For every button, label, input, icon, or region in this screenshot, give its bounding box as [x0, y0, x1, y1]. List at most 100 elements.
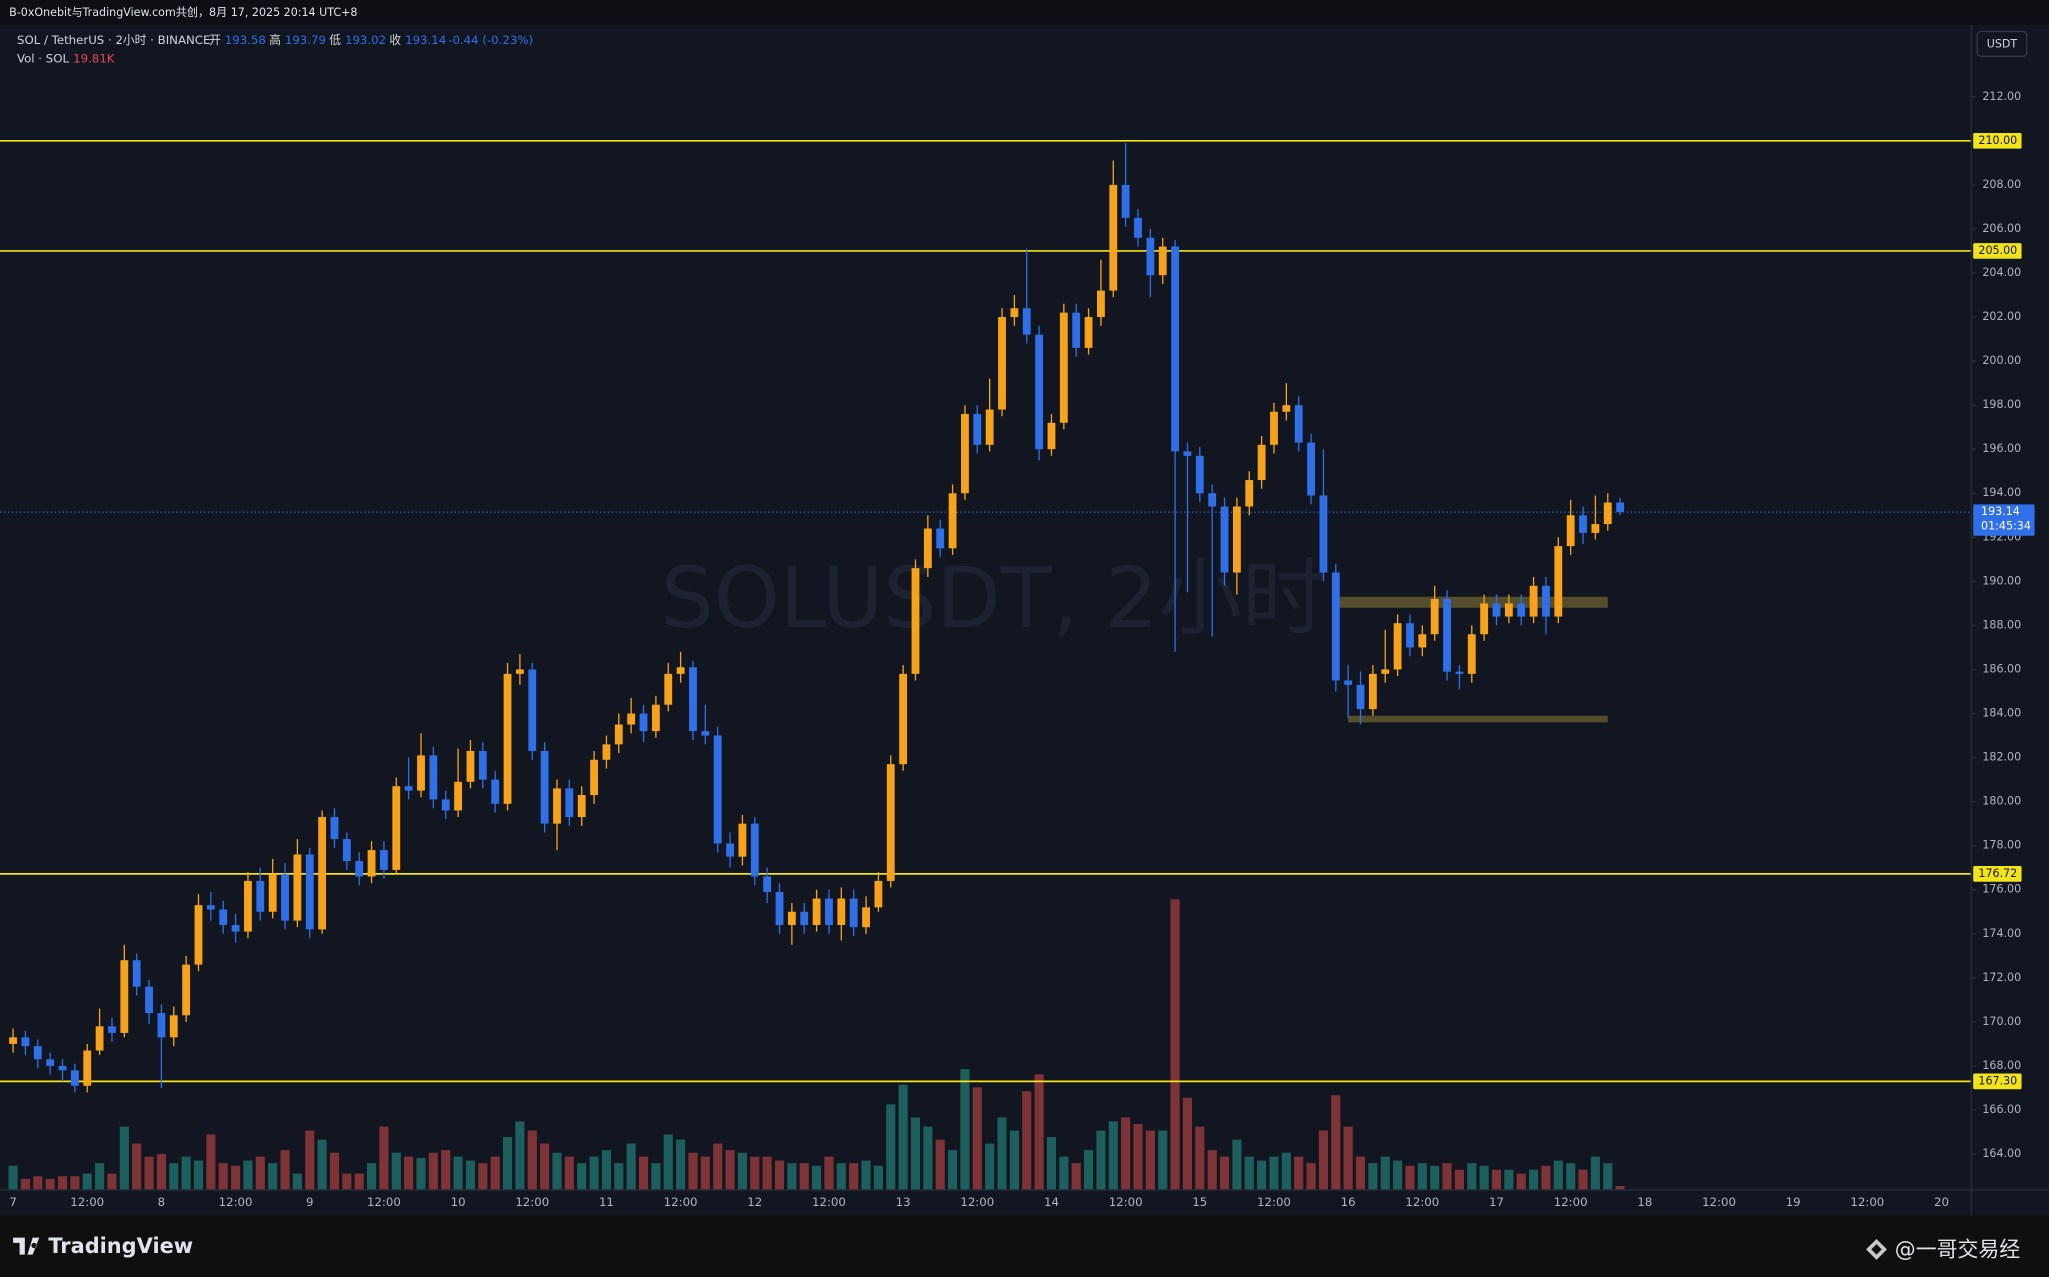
volume-bar — [1405, 1165, 1415, 1190]
candle-body — [1208, 493, 1217, 507]
candle-body — [1344, 680, 1353, 685]
candle-body — [108, 1026, 116, 1033]
y-tick-label: 178.00 — [1982, 839, 2021, 852]
volume-bar — [20, 1178, 31, 1190]
volume-bar — [1578, 1169, 1588, 1190]
candle-body — [46, 1059, 55, 1066]
candle-body — [948, 493, 957, 549]
candle-body — [726, 843, 734, 857]
volume-bar — [1182, 1097, 1193, 1190]
candle-body — [1220, 506, 1229, 573]
candle-body — [973, 413, 982, 445]
volume-bar — [45, 1178, 55, 1190]
candle-body — [1257, 444, 1266, 481]
candle-body — [33, 1046, 42, 1060]
y-tick-label: 200.00 — [1982, 354, 2021, 367]
candle-body — [862, 907, 870, 928]
hline-axis-box — [1973, 243, 2022, 259]
volume-bar — [985, 1143, 995, 1190]
candle-body — [1319, 495, 1328, 573]
volume-bar — [33, 1176, 43, 1190]
volume-bar — [972, 1087, 982, 1190]
price-zone — [1335, 596, 1608, 608]
candle-body — [775, 891, 784, 925]
volume-bar — [1219, 1156, 1230, 1190]
volume-bar — [515, 1121, 525, 1190]
volume-bar — [713, 1143, 723, 1190]
candle-body — [355, 861, 364, 877]
candle-body — [330, 817, 339, 840]
candle-body — [244, 880, 252, 932]
candle-body — [1492, 603, 1501, 617]
x-tick-label: 18 — [1637, 1195, 1652, 1209]
volume-bar — [1281, 1152, 1291, 1190]
candle-body — [1381, 669, 1390, 674]
volume-bar — [1034, 1074, 1044, 1190]
currency-button[interactable] — [1976, 30, 2028, 57]
candle-body — [169, 1015, 178, 1038]
candle-body — [1517, 603, 1526, 617]
volume-bar — [1269, 1156, 1279, 1190]
volume-bar — [156, 1154, 166, 1190]
volume-bar — [119, 1126, 129, 1190]
candle-body — [787, 911, 796, 925]
volume-bar — [1294, 1156, 1304, 1190]
last-price-label: 193.14 — [1981, 505, 2020, 518]
volume-bar — [70, 1176, 80, 1190]
candle-body — [194, 905, 203, 965]
price-zone — [1348, 715, 1608, 723]
candle-body — [763, 876, 772, 892]
x-tick-label: 19 — [1786, 1195, 1801, 1209]
x-tick-label: 12:00 — [1257, 1195, 1291, 1209]
candle-body — [936, 528, 945, 549]
volume-bar — [1442, 1163, 1452, 1190]
volume-title: Vol · SOL — [17, 51, 69, 65]
volume-bar — [342, 1173, 352, 1190]
candle-body — [1579, 515, 1587, 533]
x-tick-label: 13 — [896, 1195, 911, 1209]
y-tick-label: 202.00 — [1982, 310, 2021, 323]
volume-bar — [688, 1152, 698, 1190]
y-tick-label: 174.00 — [1982, 927, 2021, 940]
y-tick-label: 166.00 — [1982, 1103, 2021, 1116]
y-tick-label: 204.00 — [1982, 266, 2021, 279]
volume-bar — [540, 1143, 550, 1190]
volume-bar — [836, 1163, 846, 1190]
candle-body — [1270, 411, 1278, 445]
volume-bar — [1454, 1169, 1464, 1190]
candle-body — [1232, 506, 1241, 573]
candle-body — [627, 713, 636, 725]
volume-bar — [626, 1143, 636, 1190]
x-tick-label: 16 — [1341, 1195, 1356, 1209]
volume-bar — [1022, 1091, 1032, 1190]
candle-body — [1096, 290, 1105, 318]
volume-bar — [1504, 1169, 1514, 1190]
volume-bar — [577, 1163, 587, 1190]
volume-bar — [502, 1137, 513, 1190]
volume-bar — [1096, 1130, 1106, 1190]
volume-bar — [1306, 1163, 1316, 1190]
watermark: SOLUSDT, 2小时 — [661, 549, 1326, 647]
volume-bar — [1257, 1160, 1267, 1190]
candle-body — [1591, 524, 1600, 533]
candle-body — [664, 673, 673, 705]
candle-body — [1035, 334, 1044, 450]
y-tick-label: 194.00 — [1982, 486, 2021, 499]
volume-bar — [57, 1176, 68, 1190]
candle-body — [441, 799, 450, 811]
volume-bar — [465, 1160, 476, 1190]
candle-body — [750, 823, 759, 877]
ohlc-key: 低 — [329, 33, 341, 47]
volume-bar — [329, 1152, 340, 1190]
volume-bar — [305, 1130, 315, 1190]
volume-bar — [1590, 1156, 1600, 1190]
candle-body — [874, 880, 883, 908]
volume-bar — [750, 1156, 760, 1190]
candle-body — [1109, 184, 1118, 291]
volume-bar — [391, 1152, 401, 1190]
ohlc-value: 193.79 — [285, 33, 326, 47]
candle-body — [1529, 585, 1538, 617]
candle-body — [602, 744, 611, 760]
candle-body — [305, 854, 314, 930]
candle-body — [1603, 502, 1612, 525]
